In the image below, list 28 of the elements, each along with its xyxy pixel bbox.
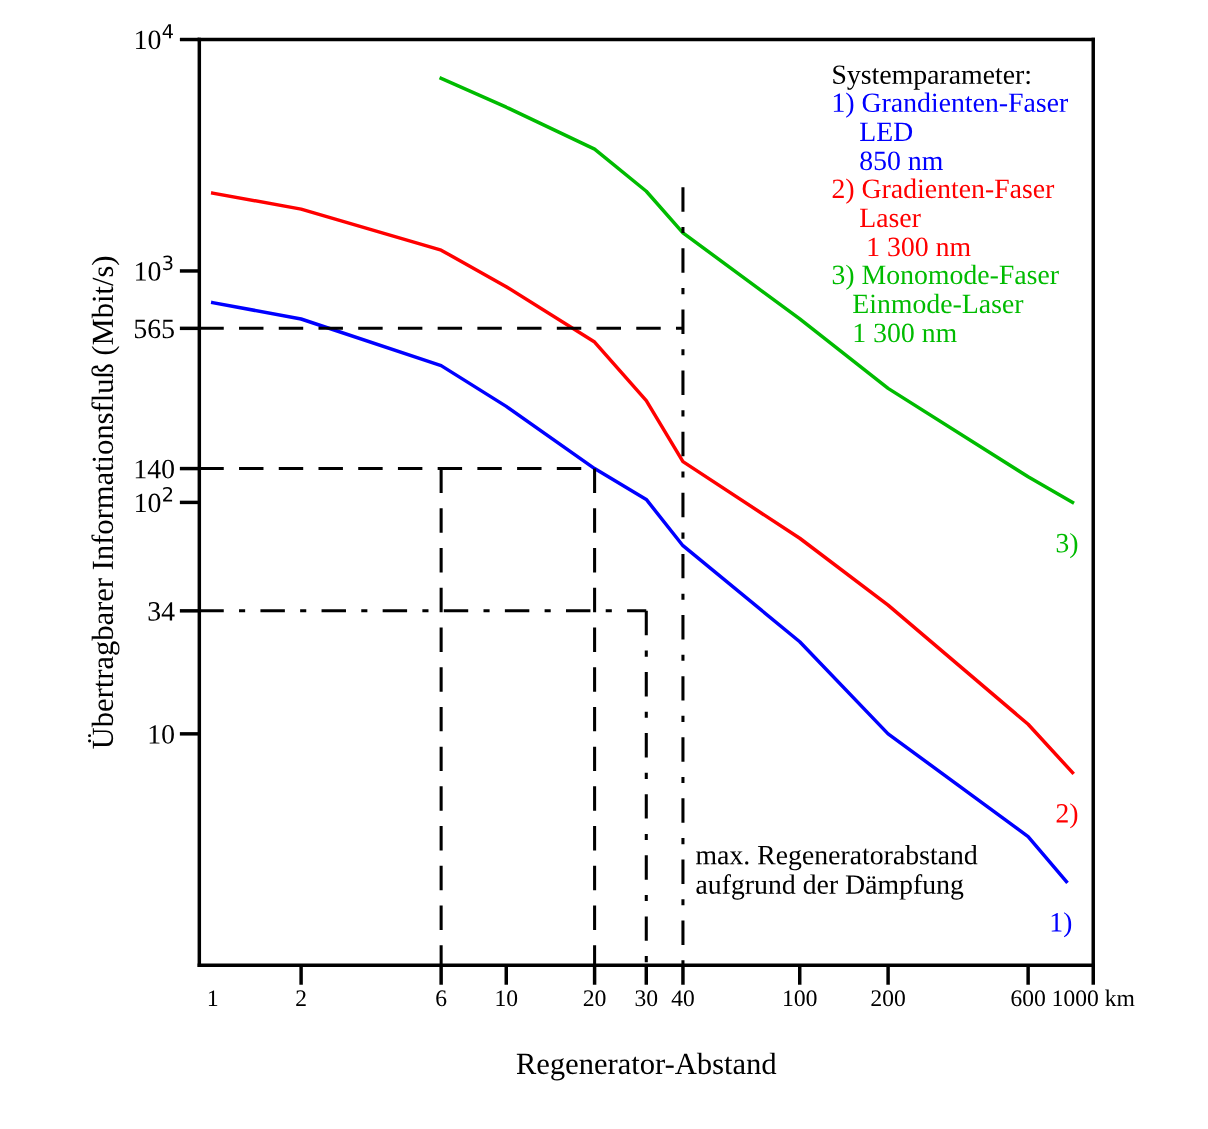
y-tick-label: 34 (148, 602, 175, 621)
x-tick-label: 10 (496, 990, 518, 1007)
x-tick-label: 600 (1011, 990, 1045, 1007)
y-tick-label: 10$^{2}$ (136, 486, 173, 513)
x-axis-title: Regenerator-Abstand (516, 1052, 777, 1081)
y-tick-label: 10$^{4}$ (136, 24, 173, 50)
x-tick-label: 6 (436, 990, 447, 1007)
y-tick-label: 10$^{3}$ (136, 255, 173, 281)
x-tick-label: 40 (671, 990, 694, 1007)
series-label: 3) Monomode-Faser Einmode-Laser 1 300 nm (832, 264, 1059, 343)
annotation: 2) (1056, 803, 1078, 829)
annotation: 3) (1056, 532, 1078, 559)
x-tick-label: 100 (784, 990, 817, 1007)
y-tick-label: 10 (149, 725, 174, 744)
x-tick-label: 1000 km (1053, 989, 1135, 1007)
text: 1) Grandienten-Faser LED 850 nm (833, 92, 1068, 171)
y-tick-label: 565 (134, 319, 174, 339)
legend-title: Systemparameter: (833, 65, 1030, 90)
annotation: 1) (1051, 912, 1072, 938)
x-tick-label: 20 (583, 990, 606, 1007)
x-tick-label: 30 (635, 990, 658, 1007)
text: 2) Gradienten-Faser Laser 1 300 nm (832, 178, 1055, 257)
y-tick-label: 140 (135, 459, 174, 479)
x-tick-label: 2 (296, 990, 306, 1006)
x-tick-label: 1 (208, 990, 218, 1006)
y-axis-title: Übertragbarer Informationsfluß (Mbit/s) (88, 256, 120, 749)
annotation: max. Regeneratorabstand aufgrund der Dämpfung (696, 844, 978, 900)
x-tick-label: 200 (871, 990, 905, 1007)
